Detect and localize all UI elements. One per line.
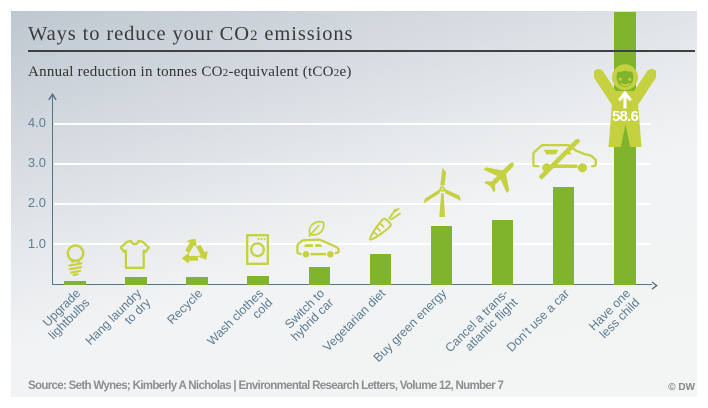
svg-text:58.6: 58.6 <box>612 108 638 125</box>
